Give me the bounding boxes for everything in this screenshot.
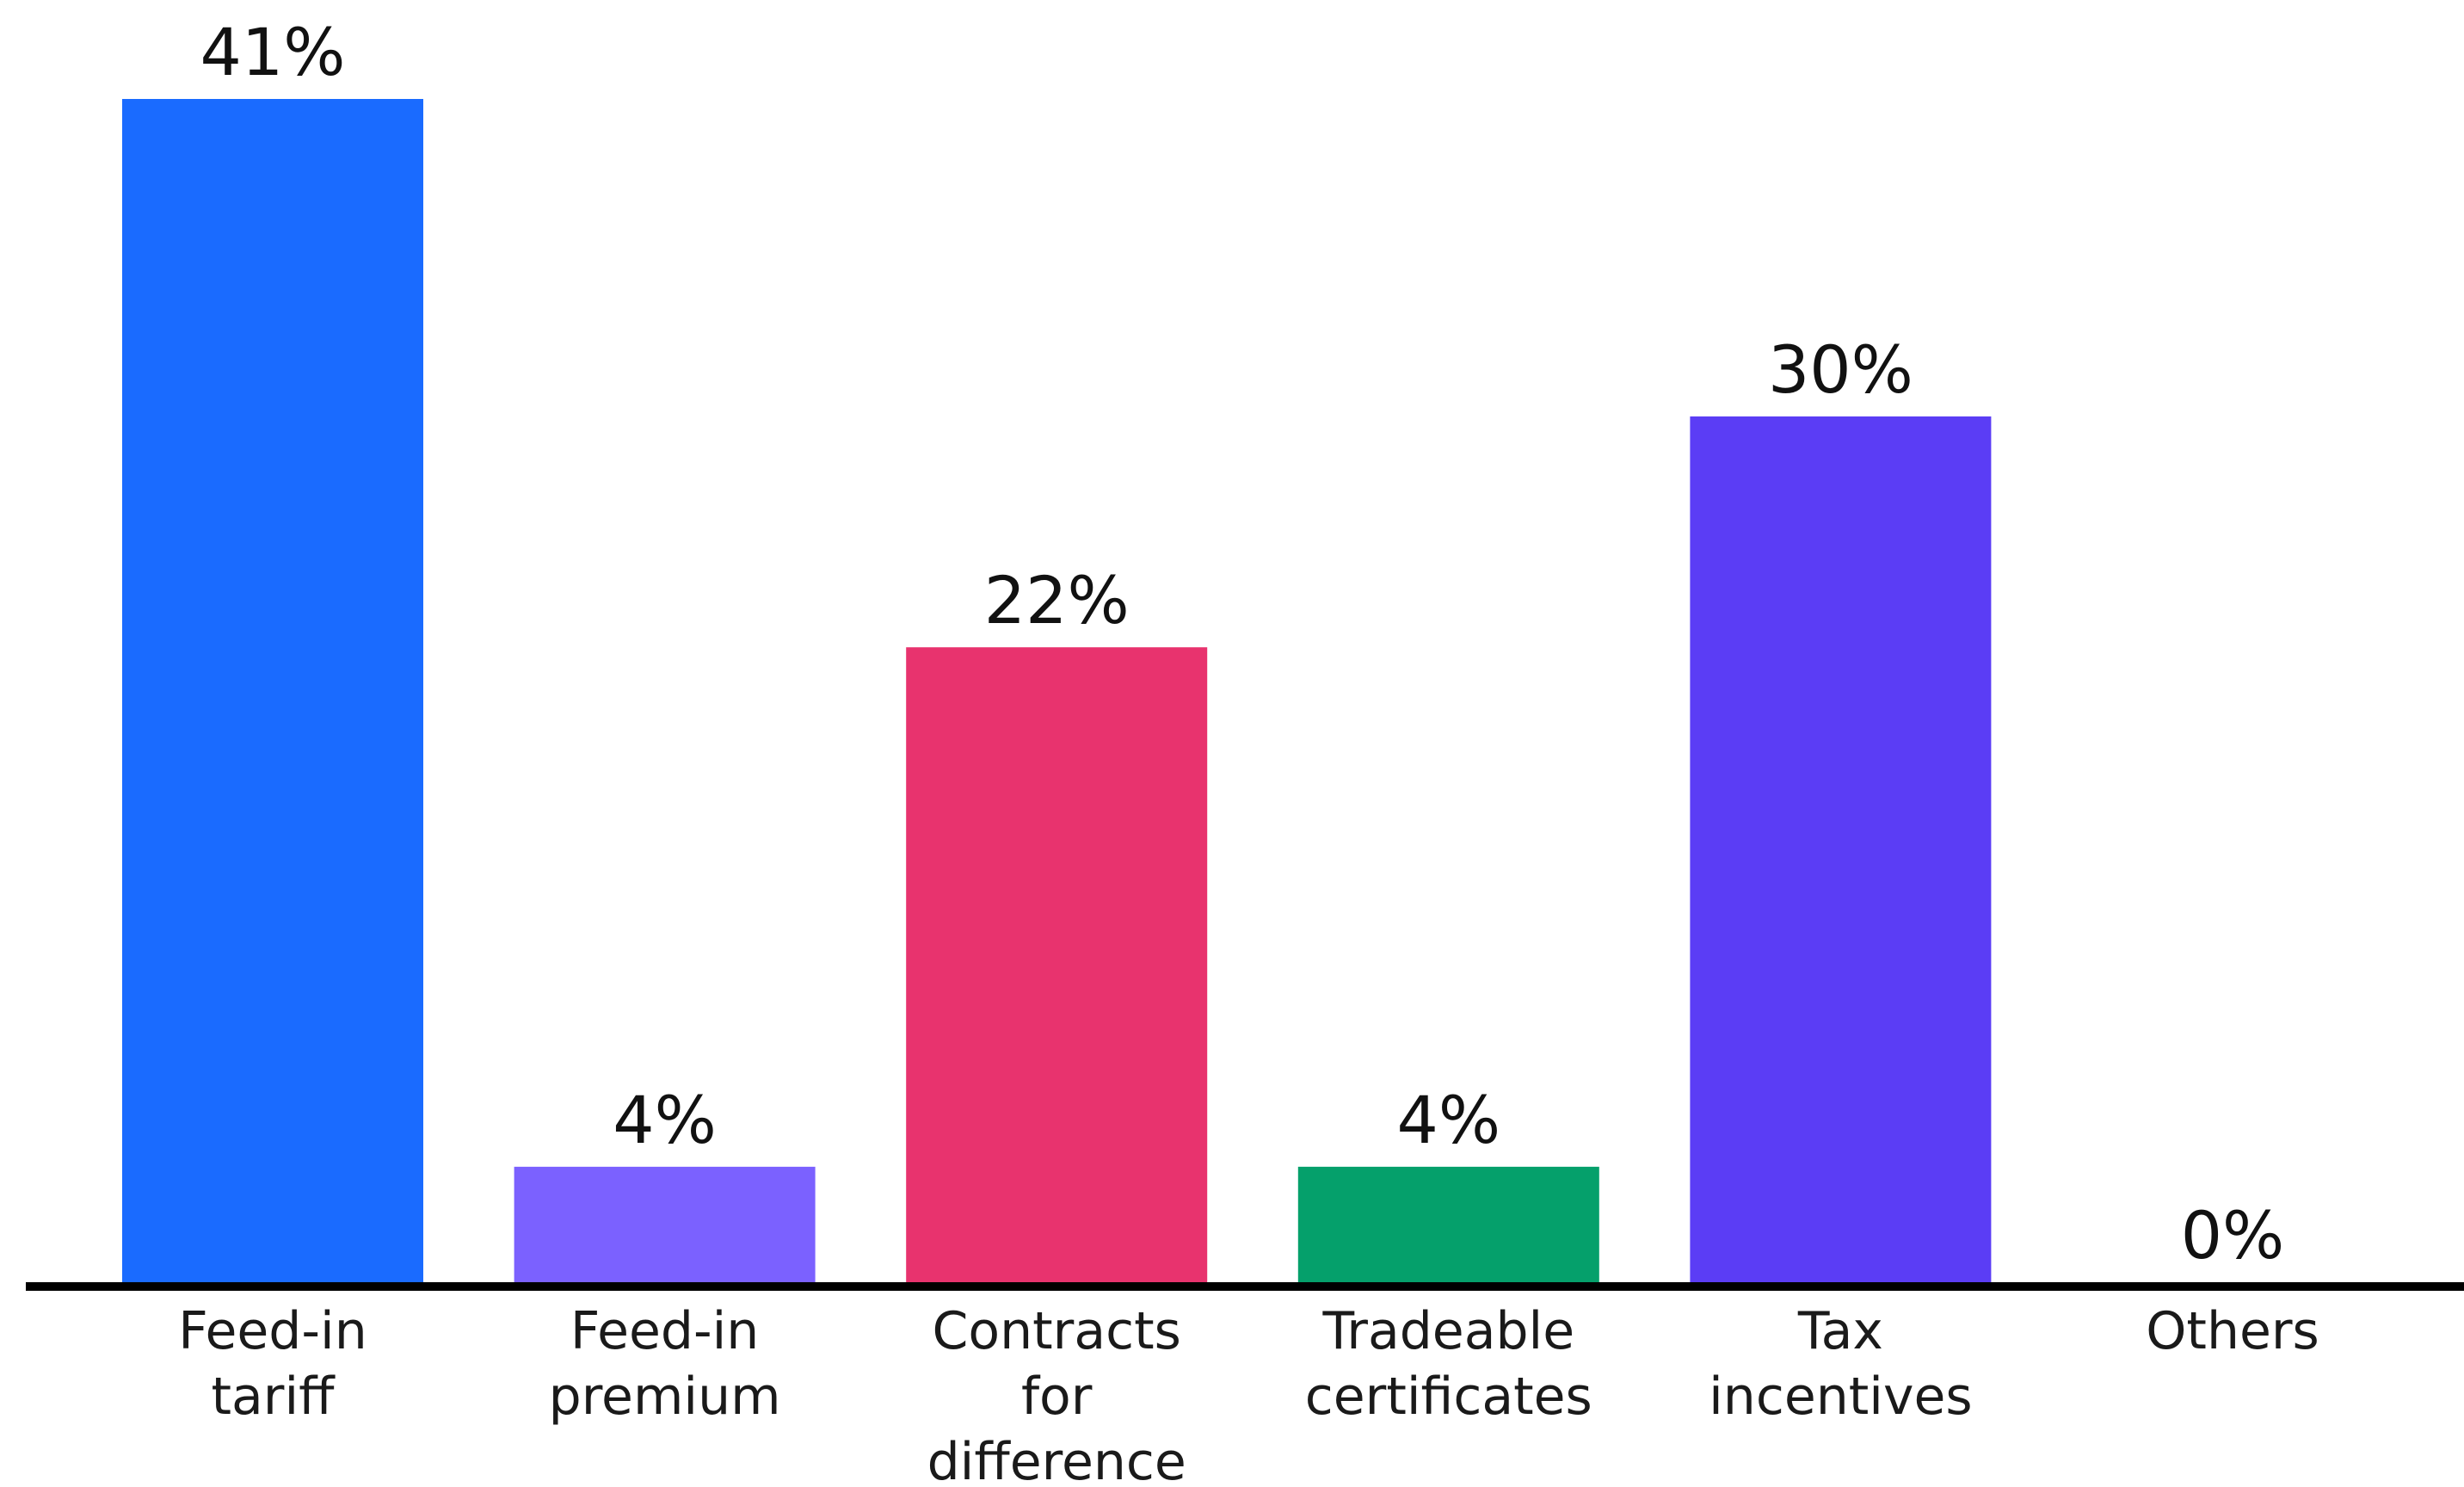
category-label-line: Feed-in bbox=[178, 1301, 367, 1361]
value-label-0: 41% bbox=[200, 14, 346, 90]
value-label-4: 30% bbox=[1768, 331, 1913, 408]
bar-0 bbox=[122, 99, 423, 1282]
category-label-line: difference bbox=[927, 1432, 1186, 1487]
value-labels-group: 41% 4% 22% 4% 30% 0% bbox=[200, 14, 2285, 1274]
bar-4 bbox=[1690, 416, 1992, 1282]
category-label-line: Tax bbox=[1797, 1301, 1883, 1361]
value-label-5: 0% bbox=[2181, 1197, 2285, 1274]
category-label-line: Tradeable bbox=[1321, 1301, 1574, 1361]
category-label-3: Tradeable certificates bbox=[1305, 1301, 1592, 1427]
bar-3 bbox=[1297, 1166, 1599, 1282]
bars-group bbox=[122, 99, 1992, 1282]
category-label-line: incentives bbox=[1709, 1367, 1973, 1427]
category-label-line: premium bbox=[549, 1367, 781, 1427]
value-label-3: 4% bbox=[1397, 1082, 1501, 1158]
category-label-line: Others bbox=[2146, 1301, 2319, 1361]
category-label-0: Feed-in tariff bbox=[178, 1301, 367, 1427]
category-label-line: Feed-in bbox=[570, 1301, 760, 1361]
category-label-line: for bbox=[1021, 1367, 1093, 1427]
category-label-line: Contracts bbox=[933, 1301, 1181, 1361]
category-label-line: certificates bbox=[1305, 1367, 1592, 1427]
category-label-4: Tax incentives bbox=[1709, 1301, 1973, 1427]
category-label-2: Contracts for difference bbox=[927, 1301, 1186, 1487]
category-label-5: Others bbox=[2146, 1301, 2319, 1361]
value-label-2: 22% bbox=[984, 562, 1130, 639]
bar-2 bbox=[906, 647, 1208, 1282]
bar-1 bbox=[514, 1166, 816, 1282]
value-label-1: 4% bbox=[613, 1082, 717, 1158]
category-label-1: Feed-in premium bbox=[549, 1301, 781, 1427]
category-label-line: tariff bbox=[212, 1367, 336, 1427]
